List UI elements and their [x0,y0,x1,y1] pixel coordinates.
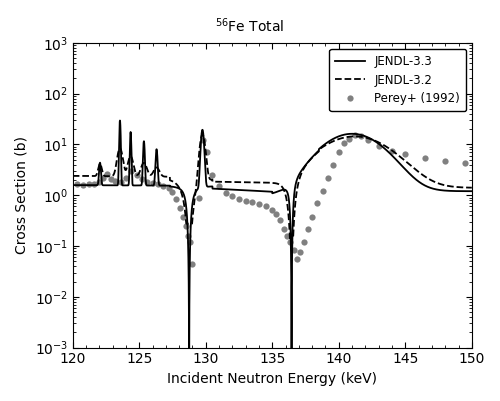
Perey+ (1992) [314,200,320,205]
Line: JENDL-3.3: JENDL-3.3 [72,121,472,398]
Legend: JENDL-3.3, JENDL-3.2, Perey+ (1992): JENDL-3.3, JENDL-3.2, Perey+ (1992) [330,49,466,111]
Text: $^{56}$Fe Total: $^{56}$Fe Total [216,16,284,34]
JENDL-3.3 [369,137,375,142]
JENDL-3.2 [287,236,293,241]
JENDL-3.2 [423,175,429,180]
JENDL-3.2 [198,139,203,144]
JENDL-3.2 [394,152,400,156]
JENDL-3.2 [469,185,475,190]
JENDL-3.3 [198,148,203,152]
Perey+ (1992) [462,161,468,166]
Perey+ (1992) [74,182,80,186]
Perey+ (1992) [352,133,358,138]
JENDL-3.3 [409,174,415,178]
JENDL-3.2 [200,132,205,137]
JENDL-3.3 [70,183,75,188]
JENDL-3.2 [369,137,375,142]
JENDL-3.3 [186,396,192,401]
JENDL-3.3 [423,184,429,188]
JENDL-3.3 [394,158,400,163]
Line: Perey+ (1992): Perey+ (1992) [74,132,468,267]
Perey+ (1992) [216,184,222,189]
JENDL-3.2 [70,174,75,178]
X-axis label: Incident Neutron Energy (keV): Incident Neutron Energy (keV) [168,372,378,386]
JENDL-3.3 [114,183,120,188]
Line: JENDL-3.2: JENDL-3.2 [72,134,472,238]
Perey+ (1992) [389,148,395,153]
JENDL-3.2 [409,164,415,169]
Perey+ (1992) [190,261,196,266]
Y-axis label: Cross Section (b): Cross Section (b) [15,136,29,254]
JENDL-3.3 [117,118,123,123]
Perey+ (1992) [112,179,118,184]
JENDL-3.2 [114,156,120,161]
Perey+ (1992) [100,175,106,180]
Perey+ (1992) [200,138,206,143]
JENDL-3.3 [469,189,475,194]
